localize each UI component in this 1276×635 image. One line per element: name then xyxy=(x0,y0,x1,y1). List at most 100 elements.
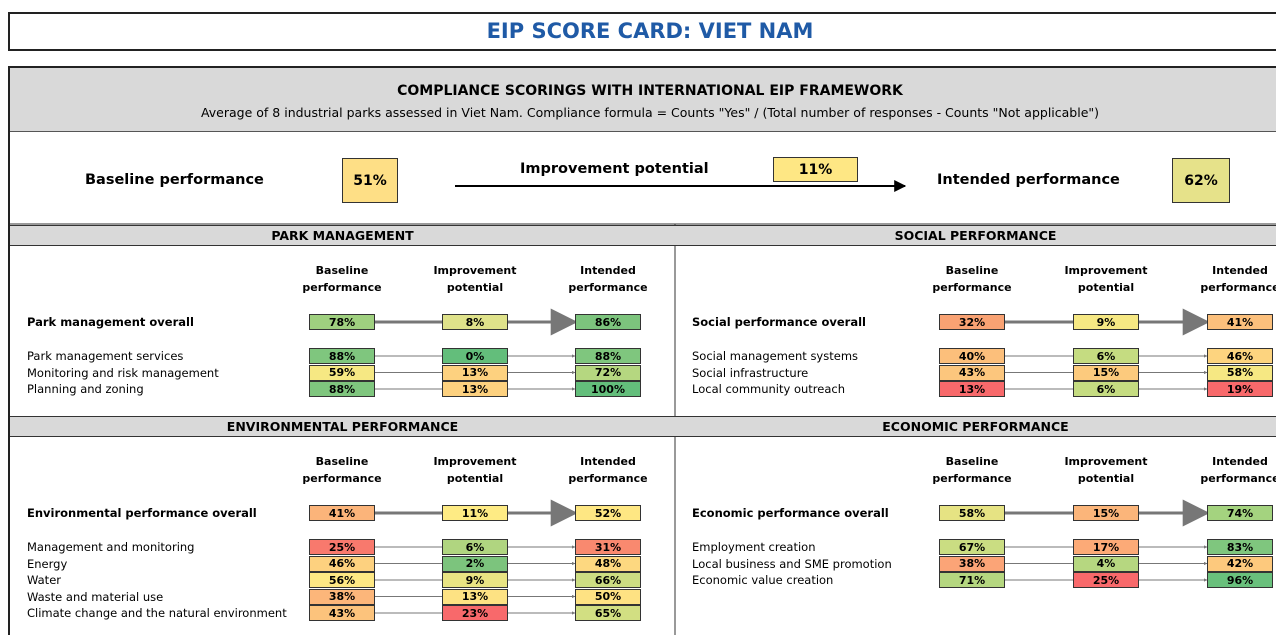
score-cell: 88% xyxy=(575,348,641,364)
compliance-header xyxy=(10,68,1276,132)
row-label: Planning and zoning xyxy=(27,382,144,396)
summary-label: Intended performance xyxy=(937,172,1120,188)
title-box xyxy=(8,12,1276,51)
column-header: Intended performance xyxy=(568,264,648,294)
score-cell: 2% xyxy=(442,555,508,572)
score-cell: 40% xyxy=(939,348,1005,364)
score-cell: 11% xyxy=(442,505,508,521)
score-cell: 52% xyxy=(575,505,641,521)
score-cell: 4% xyxy=(1073,555,1139,572)
score-cell: 8% xyxy=(442,314,508,330)
score-cell: 0% xyxy=(442,348,508,364)
column-header: Baseline performance xyxy=(932,455,1012,485)
row-label: Climate change and the natural environme… xyxy=(27,606,287,620)
score-cell: 41% xyxy=(309,505,375,521)
column-header: Baseline performance xyxy=(932,264,1012,294)
row-label: Park management overall xyxy=(27,315,194,329)
row-label: Waste and material use xyxy=(27,589,164,604)
column-header: Intended performance xyxy=(1200,264,1276,294)
panel-header xyxy=(675,225,1276,246)
score-cell: 41% xyxy=(1207,314,1273,330)
score-cell: 13% xyxy=(442,364,508,381)
score-cell: 15% xyxy=(1073,505,1139,521)
compliance-title: COMPLIANCE SCORINGS WITH INTERNATIONAL E… xyxy=(397,83,903,99)
row-label: Social performance overall xyxy=(692,315,866,329)
score-cell: 88% xyxy=(309,381,375,397)
panel-header xyxy=(675,416,1276,437)
score-cell: 6% xyxy=(1073,348,1139,364)
score-cell: 88% xyxy=(309,348,375,364)
score-cell: 32% xyxy=(939,314,1005,330)
column-header: Intended performance xyxy=(1200,455,1276,485)
row-label: Economic performance overall xyxy=(692,506,889,520)
panel-title: SOCIAL PERFORMANCE xyxy=(894,228,1057,243)
score-cell: 17% xyxy=(1073,539,1139,555)
panel-title: PARK MANAGEMENT xyxy=(271,228,414,243)
score-cell: 50% xyxy=(575,588,641,605)
score-cell: 6% xyxy=(1073,381,1139,397)
column-header: Baseline performance xyxy=(302,264,382,294)
score-cell: 42% xyxy=(1207,555,1273,572)
summary-label: Baseline performance xyxy=(85,172,264,188)
panel-header xyxy=(10,225,675,246)
summary-cell: 51% xyxy=(342,158,398,203)
row-label: Environmental performance overall xyxy=(27,506,257,520)
score-cell: 48% xyxy=(575,555,641,572)
compliance-subtitle: Average of 8 industrial parks assessed i… xyxy=(200,105,1100,120)
score-cell: 25% xyxy=(1073,572,1139,588)
score-cell: 38% xyxy=(309,588,375,605)
row-label: Local community outreach xyxy=(692,382,846,396)
score-cell: 71% xyxy=(939,572,1005,588)
score-cell: 13% xyxy=(442,381,508,397)
score-cell: 72% xyxy=(575,364,641,381)
row-label: Employment creation xyxy=(692,540,816,554)
column-header: Improvement potential xyxy=(1064,455,1148,485)
row-label: Economic value creation xyxy=(692,573,834,587)
score-cell: 23% xyxy=(442,605,508,621)
score-cell: 100% xyxy=(575,381,641,397)
score-cell: 15% xyxy=(1073,364,1139,381)
score-cell: 19% xyxy=(1207,381,1273,397)
score-cell: 78% xyxy=(309,314,375,330)
score-cell: 13% xyxy=(442,588,508,605)
score-cell: 43% xyxy=(309,605,375,621)
score-cell: 74% xyxy=(1207,505,1273,521)
column-header: Baseline performance xyxy=(302,455,382,485)
column-header: Improvement potential xyxy=(433,455,517,485)
row-label: Water xyxy=(27,573,61,587)
row-label: Monitoring and risk management xyxy=(27,365,219,380)
score-cell: 46% xyxy=(1207,348,1273,364)
score-cell: 59% xyxy=(309,364,375,381)
row-label: Management and monitoring xyxy=(27,540,195,554)
score-cell: 9% xyxy=(1073,314,1139,330)
score-cell: 58% xyxy=(939,505,1005,521)
score-cell: 65% xyxy=(575,605,641,621)
row-label: Park management services xyxy=(27,349,184,363)
summary-cell: 62% xyxy=(1172,158,1230,203)
score-cell: 96% xyxy=(1207,572,1273,588)
column-header: Improvement potential xyxy=(433,264,517,294)
summary-label: Improvement potential xyxy=(520,161,709,177)
column-header: Intended performance xyxy=(568,455,648,485)
score-cell: 25% xyxy=(309,539,375,555)
panel-title: ENVIRONMENTAL PERFORMANCE xyxy=(226,419,459,434)
row-label: Social infrastructure xyxy=(692,365,809,380)
row-label: Social management systems xyxy=(692,349,859,363)
score-cell: 67% xyxy=(939,539,1005,555)
summary-cell: 11% xyxy=(773,157,858,182)
score-cell: 9% xyxy=(442,572,508,588)
score-cell: 38% xyxy=(939,555,1005,572)
panel-title: ECONOMIC PERFORMANCE xyxy=(882,419,1069,434)
score-cell: 31% xyxy=(575,539,641,555)
score-cell: 58% xyxy=(1207,364,1273,381)
score-cell: 46% xyxy=(309,555,375,572)
row-label: Energy xyxy=(27,556,68,571)
score-cell: 6% xyxy=(442,539,508,555)
title: EIP SCORE CARD: VIET NAM xyxy=(486,19,814,43)
row-label: Local business and SME promotion xyxy=(692,556,892,571)
score-cell: 83% xyxy=(1207,539,1273,555)
score-cell: 43% xyxy=(939,364,1005,381)
column-header: Improvement potential xyxy=(1064,264,1148,294)
score-cell: 86% xyxy=(575,314,641,330)
